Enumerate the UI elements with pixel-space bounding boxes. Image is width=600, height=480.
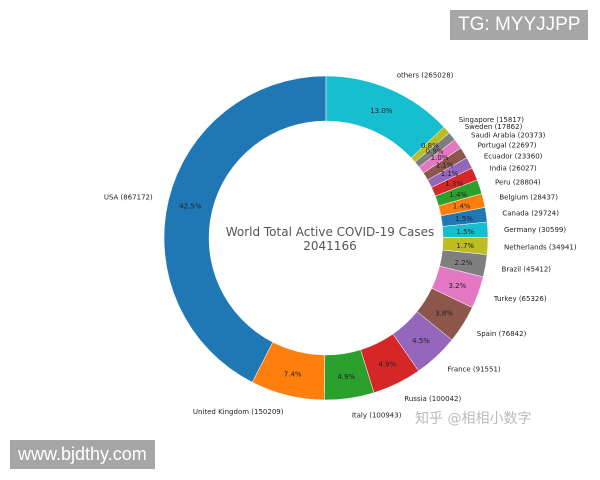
slice-label: USA (867172)	[104, 193, 153, 201]
pct-label: 0.8%	[421, 142, 439, 150]
zhihu-watermark: 知乎 @相相小数字	[415, 411, 532, 427]
pct-label: 1.7%	[456, 242, 474, 250]
slice-label: Ecuador (23360)	[484, 152, 543, 160]
pct-label: 0.9%	[426, 147, 444, 155]
slice-label: Canada (29724)	[502, 209, 559, 217]
slice-label: Belgium (28437)	[499, 194, 558, 202]
slice-label: France (91551)	[447, 365, 501, 373]
pct-label: 42.5%	[179, 202, 202, 210]
slice-label: Turkey (65326)	[493, 295, 547, 303]
slice-label: Germany (30599)	[504, 226, 566, 234]
slice-label: India (26027)	[490, 164, 537, 172]
pct-label: 1.1%	[441, 170, 459, 178]
pct-label: 1.5%	[456, 228, 474, 236]
pct-label: 3.2%	[448, 282, 466, 290]
pct-label: 13.0%	[370, 107, 393, 115]
chart-total: 2041166	[303, 239, 356, 253]
slice-0	[163, 75, 327, 383]
slice-label: Peru (28804)	[495, 179, 541, 187]
pct-label: 1.5%	[455, 215, 473, 223]
pct-label: 1.4%	[449, 191, 467, 199]
slice-label: Singapore (15817)	[459, 116, 525, 124]
pct-label: 3.8%	[435, 309, 453, 317]
slice-label: Saudi Arabia (20373)	[471, 131, 546, 139]
pct-label: 2.2%	[455, 259, 473, 267]
watermark-bottom: www.bjdthy.com	[10, 440, 155, 469]
slice-label: Russia (100042)	[404, 395, 461, 403]
slice-label: Sweden (17862)	[465, 123, 523, 131]
slice-label: Brazil (45412)	[502, 266, 552, 274]
slice-label: Spain (76842)	[477, 330, 527, 338]
slice-label: others (265028)	[397, 71, 454, 79]
slice-19	[325, 75, 445, 159]
pct-label: 1.0%	[431, 154, 449, 162]
watermark-top: TG: MYYJJPP	[450, 10, 589, 40]
pct-label: 4.9%	[337, 373, 355, 381]
pct-label: 1.1%	[436, 162, 454, 170]
pct-label: 1.4%	[453, 203, 471, 211]
slice-label: Portugal (22697)	[478, 141, 537, 149]
pct-label: 4.9%	[378, 360, 396, 368]
slice-label: United Kingdom (150209)	[193, 408, 284, 416]
pct-label: 4.5%	[412, 337, 430, 345]
slice-label: Netherlands (34941)	[504, 244, 577, 252]
chart-title: World Total Active COVID-19 Cases	[226, 225, 435, 239]
pct-label: 1.3%	[445, 180, 463, 188]
slice-label: Italy (100943)	[352, 411, 402, 419]
pct-label: 7.4%	[284, 370, 302, 378]
